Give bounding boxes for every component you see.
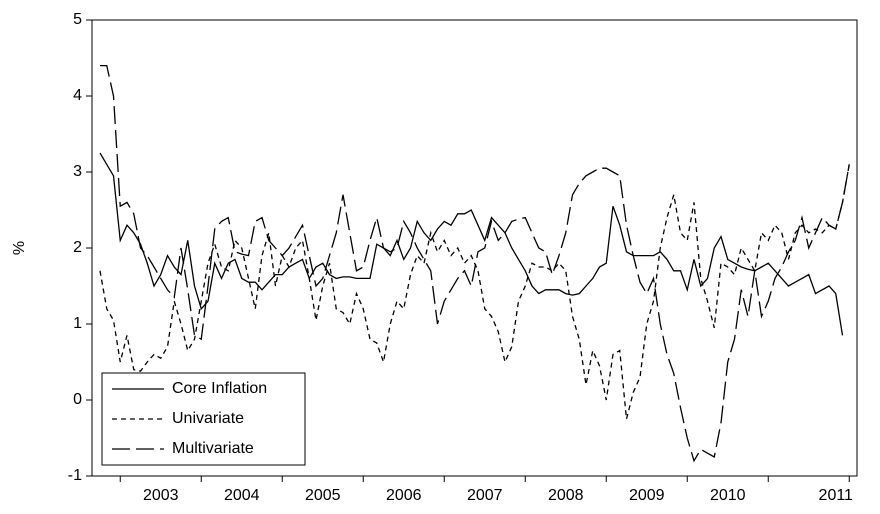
x-tick-label: 2004 <box>224 487 260 504</box>
x-tick-label: 2008 <box>548 487 584 504</box>
y-tick-label: 0 <box>73 391 82 408</box>
x-tick-label: 2010 <box>710 487 746 504</box>
series-line <box>99 152 844 336</box>
y-tick-label: 1 <box>73 315 82 332</box>
legend-box <box>101 372 306 466</box>
y-tick-label: 3 <box>73 163 82 180</box>
legend-label: Multivariate <box>172 440 254 457</box>
x-tick-label: 2005 <box>305 487 341 504</box>
y-tick-label: -1 <box>68 467 82 484</box>
x-tick-label: 2007 <box>467 487 503 504</box>
y-tick-label: 2 <box>73 239 82 256</box>
y-tick-label: 4 <box>73 87 82 104</box>
x-tick-label: 2011 <box>819 487 854 504</box>
x-tick-label: 2009 <box>629 487 665 504</box>
y-tick-label: 5 <box>73 11 82 28</box>
x-tick-label: 2003 <box>143 487 179 504</box>
series-line <box>100 64 850 463</box>
legend-label: Core Inflation <box>172 380 267 397</box>
x-tick-label: 2006 <box>386 487 422 504</box>
y-axis-label: % <box>11 241 28 255</box>
series-line <box>99 164 850 420</box>
legend-label: Univariate <box>172 410 244 427</box>
legend: Core Inflation Univariate Multivariate <box>101 372 306 466</box>
